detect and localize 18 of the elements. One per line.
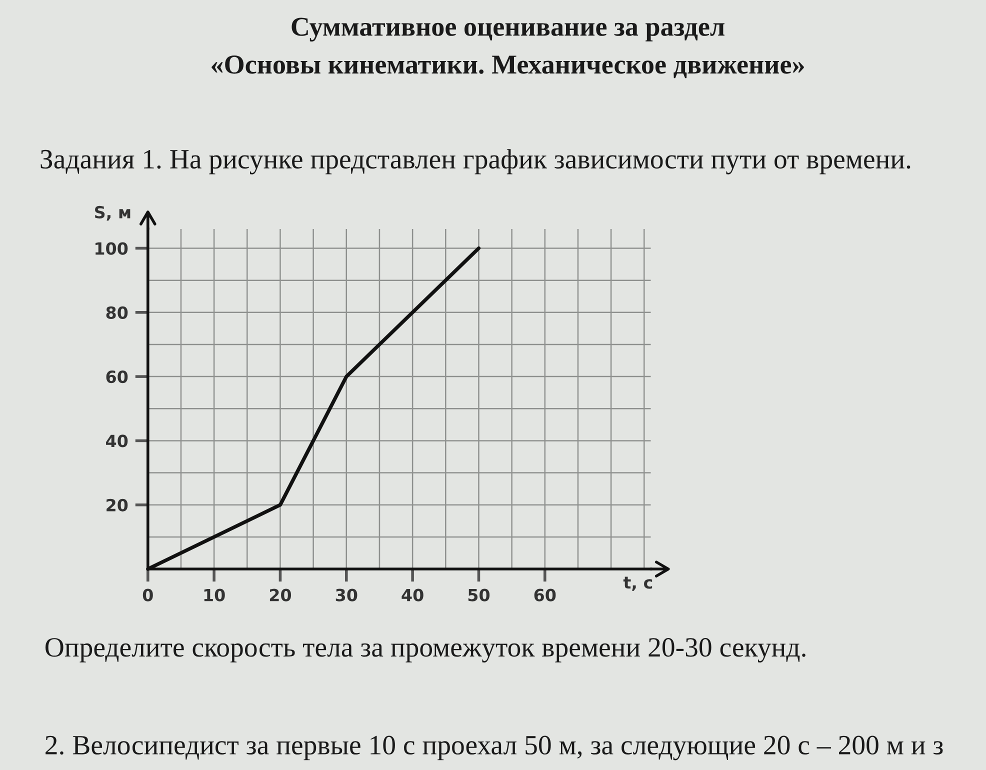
y-tick-label: 80	[106, 306, 128, 319]
x-tick-label: 60	[534, 588, 556, 602]
x-tick-label: 10	[204, 588, 225, 602]
y-tick-label: 60	[106, 370, 128, 384]
x-tick-label: 50	[468, 588, 490, 602]
chart-title: Суммативное оценивание за раздел «Основы кинематики. Механическое движение»	[212, 18, 804, 78]
text: 2. Велосипедист за первые 10 с проехал 50 м, за следующие 20 с – 200 м и з	[46, 736, 943, 760]
x-tick-label: 30	[336, 588, 358, 602]
text: Определите скорость тела за промежуток времени 20-30 секунд.	[46, 638, 806, 662]
y-tick-label: 100	[96, 242, 128, 255]
x-tick-label: 0	[142, 588, 153, 602]
y-tick-label: 20	[106, 498, 128, 512]
y-axis-title: S, м	[95, 206, 130, 221]
x-tick-label: 40	[402, 588, 424, 602]
x-tick-label: 20	[270, 588, 292, 602]
x-axis-title: t, с	[623, 576, 652, 591]
y-tick-label: 40	[106, 434, 128, 448]
chart-subtitle: Задания 1. На рисунке представлен график зависимости пути от времени.	[40, 149, 910, 174]
